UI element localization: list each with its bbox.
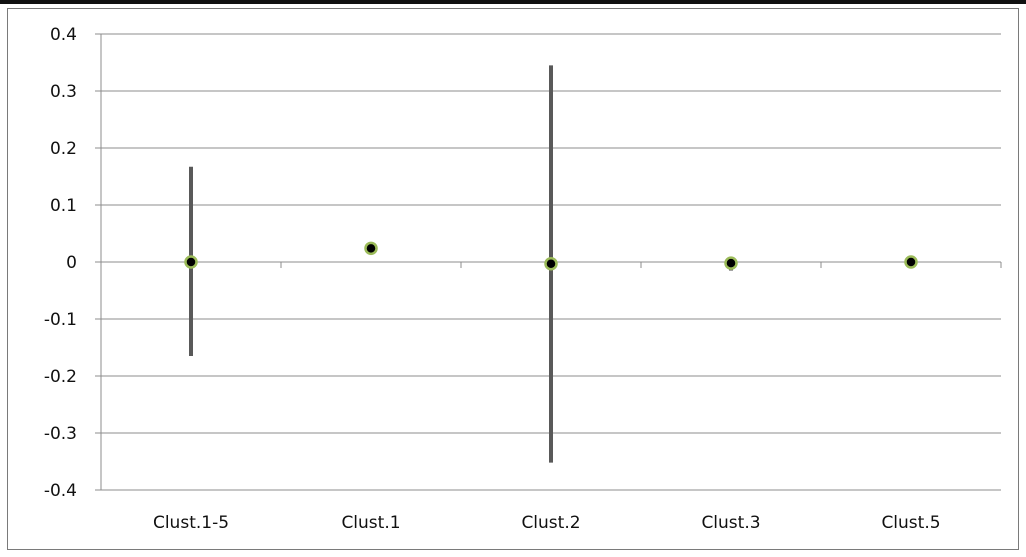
- y-tick-label: -0.1: [44, 310, 77, 330]
- x-axis-category-labels: Clust.1-5 Clust.1 Clust.2 Clust.3 Clust.5: [153, 513, 941, 533]
- y-tick-label: -0.2: [44, 367, 77, 387]
- chart-area: [7, 8, 1019, 550]
- data-point: [904, 255, 918, 269]
- data-point: [184, 255, 198, 269]
- y-tick-label: -0.3: [44, 424, 77, 444]
- y-tick-label: 0.4: [50, 25, 77, 45]
- data-point: [364, 241, 378, 256]
- x-category-label: Clust.1: [341, 513, 400, 533]
- data-points: [184, 241, 918, 271]
- x-category-label: Clust.5: [881, 513, 940, 533]
- top-rule: [0, 0, 1026, 4]
- y-tick-label: 0.1: [50, 196, 77, 216]
- x-category-label: Clust.3: [701, 513, 760, 533]
- x-category-label: Clust.2: [521, 513, 580, 533]
- y-tick-label: 0.2: [50, 139, 77, 159]
- axes: [100, 34, 1002, 490]
- y-tick-label: 0: [66, 253, 77, 273]
- data-point: [724, 256, 738, 270]
- y-tick-label: -0.4: [44, 481, 77, 501]
- data-point: [544, 256, 558, 271]
- y-axis-tick-labels: 0.4 0.3 0.2 0.1 0 -0.1 -0.2 -0.3 -0.4: [44, 25, 77, 501]
- y-tick-label: 0.3: [50, 82, 77, 102]
- x-category-label: Clust.1-5: [153, 513, 229, 533]
- gridlines: [95, 33, 1001, 491]
